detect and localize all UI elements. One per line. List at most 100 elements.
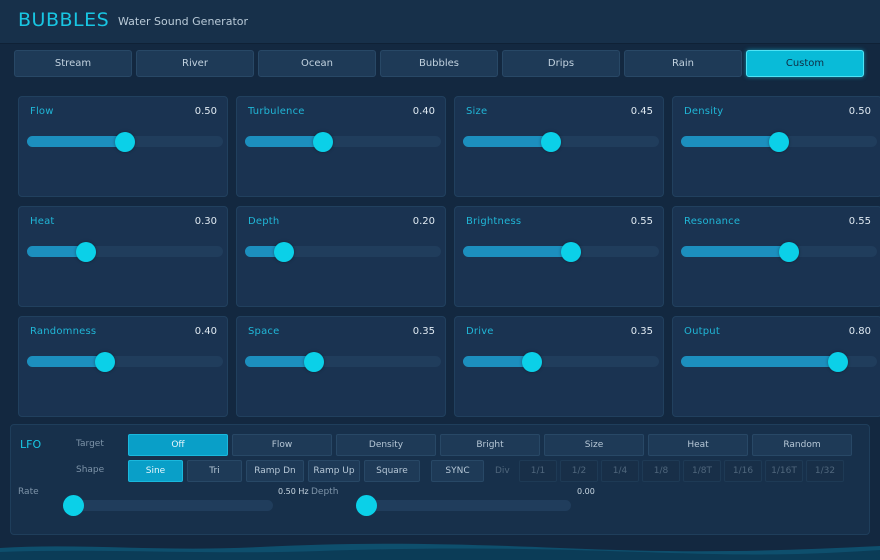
lfo-depth-label: Depth bbox=[311, 487, 339, 497]
param-slider-thumb[interactable] bbox=[778, 242, 799, 262]
parameter-grid: Flow 0.50 Turbulence 0.40 Size 0.45 Density 0.5… bbox=[18, 96, 880, 418]
water-wave-decoration bbox=[0, 543, 880, 560]
preset-stream-button[interactable]: Stream bbox=[14, 50, 132, 77]
param-card-flow: Flow 0.50 bbox=[18, 96, 228, 197]
lfo-division-1-16t-button[interactable]: 1/16T bbox=[765, 460, 803, 482]
lfo-depth-slider-thumb[interactable] bbox=[356, 495, 377, 516]
param-label: Flow bbox=[30, 106, 54, 117]
param-value: 0.55 bbox=[630, 216, 653, 227]
param-label: Space bbox=[248, 326, 280, 337]
param-slider-thumb[interactable] bbox=[560, 242, 581, 262]
lfo-shape-ramp-dn-button[interactable]: Ramp Dn bbox=[246, 460, 304, 482]
param-card-drive: Drive 0.35 bbox=[454, 316, 664, 417]
param-slider-thumb[interactable] bbox=[274, 242, 295, 262]
param-slider-thumb[interactable] bbox=[303, 352, 324, 372]
lfo-target-density-button[interactable]: Density bbox=[336, 434, 436, 456]
param-value: 0.55 bbox=[848, 216, 871, 227]
lfo-division-1-1-button[interactable]: 1/1 bbox=[519, 460, 557, 482]
param-slider-fill bbox=[463, 136, 552, 147]
lfo-division-1-8-button[interactable]: 1/8 bbox=[642, 460, 680, 482]
preset-custom-button[interactable]: Custom bbox=[746, 50, 864, 77]
param-slider-thumb[interactable] bbox=[521, 352, 542, 372]
param-card-output: Output 0.80 bbox=[672, 316, 880, 417]
param-card-density: Density 0.50 bbox=[672, 96, 880, 197]
param-value: 0.30 bbox=[194, 216, 217, 227]
header-bar: BUBBLES Water Sound Generator bbox=[0, 0, 880, 44]
param-slider-fill bbox=[27, 246, 86, 257]
lfo-target-random-button[interactable]: Random bbox=[752, 434, 852, 456]
param-slider-thumb[interactable] bbox=[769, 132, 789, 152]
lfo-depth-value: 0.00 bbox=[577, 487, 595, 496]
param-slider-brightness[interactable] bbox=[463, 242, 659, 262]
param-value: 0.45 bbox=[630, 106, 653, 117]
param-slider-size[interactable] bbox=[463, 132, 659, 152]
lfo-division-1-2-button[interactable]: 1/2 bbox=[560, 460, 598, 482]
lfo-rate-slider-thumb[interactable] bbox=[63, 495, 84, 516]
param-slider-output[interactable] bbox=[681, 352, 877, 372]
lfo-target-flow-button[interactable]: Flow bbox=[232, 434, 332, 456]
lfo-target-heat-button[interactable]: Heat bbox=[648, 434, 748, 456]
param-slider-fill bbox=[681, 356, 838, 367]
preset-rain-button[interactable]: Rain bbox=[624, 50, 742, 77]
preset-ocean-button[interactable]: Ocean bbox=[258, 50, 376, 77]
param-value: 0.35 bbox=[630, 326, 653, 337]
lfo-division-1-4-button[interactable]: 1/4 bbox=[601, 460, 639, 482]
param-card-depth: Depth 0.20 bbox=[236, 206, 446, 307]
preset-bubbles-button[interactable]: Bubbles bbox=[380, 50, 498, 77]
lfo-rate-slider[interactable] bbox=[63, 495, 273, 516]
lfo-shape-tri-button[interactable]: Tri bbox=[187, 460, 242, 482]
param-label: Output bbox=[684, 326, 720, 337]
lfo-shape-ramp-up-button[interactable]: Ramp Up bbox=[308, 460, 360, 482]
param-slider-fill bbox=[245, 356, 314, 367]
param-label: Drive bbox=[466, 326, 494, 337]
param-slider-heat[interactable] bbox=[27, 242, 223, 262]
param-value: 0.40 bbox=[194, 326, 217, 337]
param-slider-thumb[interactable] bbox=[827, 352, 848, 372]
param-slider-depth[interactable] bbox=[245, 242, 441, 262]
param-label: Density bbox=[684, 106, 724, 117]
lfo-target-off-button[interactable]: Off bbox=[128, 434, 228, 456]
lfo-target-bright-button[interactable]: Bright bbox=[440, 434, 540, 456]
app-subtitle: Water Sound Generator bbox=[118, 15, 249, 28]
lfo-division-1-16-button[interactable]: 1/16 bbox=[724, 460, 762, 482]
param-slider-turbulence[interactable] bbox=[245, 132, 441, 152]
param-slider-flow[interactable] bbox=[27, 132, 223, 152]
param-slider-randomness[interactable] bbox=[27, 352, 223, 372]
lfo-division-1-8t-button[interactable]: 1/8T bbox=[683, 460, 721, 482]
param-slider-fill bbox=[245, 136, 324, 147]
lfo-depth-slider[interactable] bbox=[356, 495, 571, 516]
param-card-turbulence: Turbulence 0.40 bbox=[236, 96, 446, 197]
lfo-target-size-button[interactable]: Size bbox=[544, 434, 644, 456]
param-slider-fill bbox=[681, 246, 789, 257]
param-slider-density[interactable] bbox=[681, 132, 877, 152]
lfo-sync-toggle[interactable]: SYNC bbox=[431, 460, 484, 482]
lfo-division-1-32-button[interactable]: 1/32 bbox=[806, 460, 844, 482]
app-title: BUBBLES bbox=[18, 9, 110, 31]
lfo-panel: LFO Target Shape Rate 0.50 Hz Depth 0.00… bbox=[10, 424, 870, 535]
preset-bar: Stream River Ocean Bubbles Drips Rain Custom bbox=[14, 50, 864, 77]
param-value: 0.35 bbox=[412, 326, 435, 337]
param-slider-fill bbox=[681, 136, 779, 147]
param-slider-thumb[interactable] bbox=[75, 242, 96, 262]
param-slider-thumb[interactable] bbox=[115, 132, 135, 152]
param-label: Brightness bbox=[466, 216, 522, 227]
param-slider-thumb[interactable] bbox=[541, 132, 562, 152]
param-slider-drive[interactable] bbox=[463, 352, 659, 372]
param-label: Turbulence bbox=[248, 106, 305, 117]
param-card-size: Size 0.45 bbox=[454, 96, 664, 197]
preset-river-button[interactable]: River bbox=[136, 50, 254, 77]
param-slider-thumb[interactable] bbox=[313, 132, 334, 152]
param-slider-thumb[interactable] bbox=[95, 352, 116, 372]
param-slider-resonance[interactable] bbox=[681, 242, 877, 262]
param-card-randomness: Randomness 0.40 bbox=[18, 316, 228, 417]
lfo-shape-square-button[interactable]: Square bbox=[364, 460, 420, 482]
param-slider-space[interactable] bbox=[245, 352, 441, 372]
lfo-shape-sine-button[interactable]: Sine bbox=[128, 460, 183, 482]
lfo-target-label: Target bbox=[76, 439, 104, 449]
lfo-rate-label: Rate bbox=[18, 487, 39, 497]
param-slider-fill bbox=[463, 246, 571, 257]
preset-drips-button[interactable]: Drips bbox=[502, 50, 620, 77]
param-value: 0.20 bbox=[412, 216, 435, 227]
param-slider-fill bbox=[27, 356, 106, 367]
param-label: Resonance bbox=[684, 216, 741, 227]
